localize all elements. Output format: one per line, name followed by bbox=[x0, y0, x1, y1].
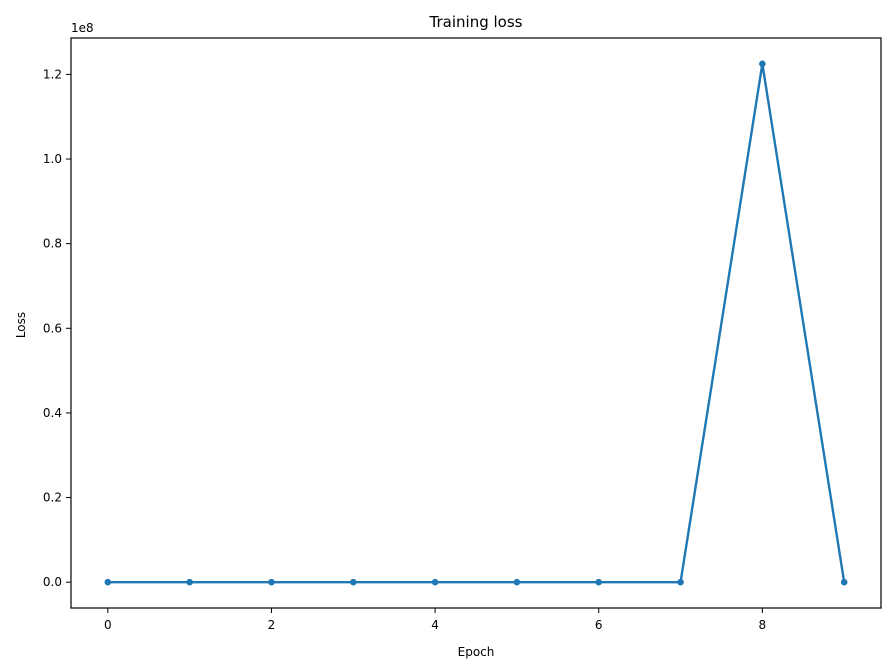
x-tick-label: 4 bbox=[431, 618, 439, 632]
x-tick-label: 2 bbox=[268, 618, 276, 632]
x-tick-label: 0 bbox=[104, 618, 112, 632]
loss-data-point bbox=[595, 578, 603, 586]
loss-data-point bbox=[268, 578, 275, 586]
loss-series-line bbox=[107, 62, 846, 584]
y-tick-label: 1.0 bbox=[43, 152, 62, 166]
plot-series bbox=[104, 60, 848, 586]
loss-data-point bbox=[840, 578, 848, 586]
loss-data-point bbox=[104, 578, 112, 586]
y-offset-label: 1e8 bbox=[71, 21, 94, 35]
y-tick-label: 0.4 bbox=[43, 406, 62, 420]
loss-data-point bbox=[186, 578, 193, 586]
loss-data-point bbox=[759, 60, 766, 68]
x-tick-label: 8 bbox=[759, 618, 767, 632]
y-axis-ticks: 0.0 0.2 0.4 0.6 0.8 1.0 1.2 bbox=[43, 67, 71, 589]
loss-data-point bbox=[349, 578, 357, 586]
x-tick-label: 6 bbox=[595, 618, 603, 632]
y-tick-label: 0.0 bbox=[43, 575, 62, 589]
loss-data-point bbox=[513, 578, 521, 586]
y-tick-label: 0.8 bbox=[43, 237, 62, 251]
loss-data-point bbox=[677, 578, 684, 586]
y-axis-title: Loss bbox=[14, 312, 28, 338]
plot-frame bbox=[70, 37, 882, 609]
y-tick-label: 1.2 bbox=[43, 67, 62, 81]
x-axis-title: Epoch bbox=[458, 645, 495, 659]
y-tick-label: 0.2 bbox=[43, 491, 62, 505]
loss-data-point bbox=[431, 578, 439, 586]
chart-title: Training loss bbox=[429, 13, 523, 31]
y-tick-label: 0.6 bbox=[43, 321, 62, 335]
x-axis-ticks: 0 2 4 6 8 bbox=[104, 608, 766, 632]
